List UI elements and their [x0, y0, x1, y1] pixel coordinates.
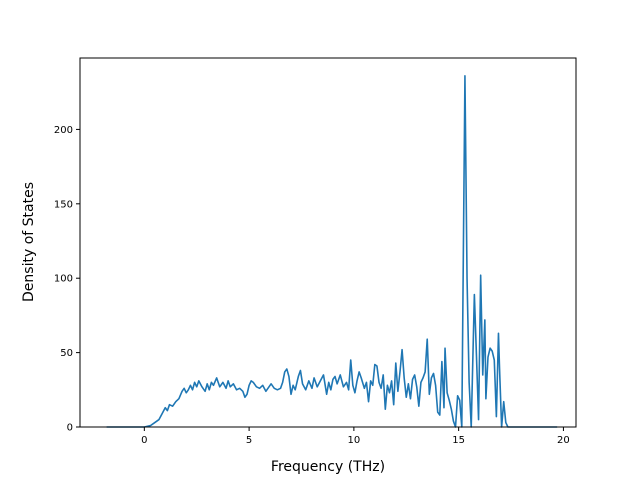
y-tick-label: 200	[54, 125, 73, 136]
y-tick-label: 150	[54, 199, 73, 210]
x-tick-label: 0	[141, 435, 147, 446]
plot-area	[106, 75, 558, 428]
y-tick-label: 100	[54, 274, 73, 285]
x-tick-label: 20	[557, 435, 570, 446]
y-axis-label: Density of States	[21, 182, 37, 302]
y-tick-label: 0	[67, 423, 73, 434]
x-tick-label: 15	[452, 435, 465, 446]
x-axis-label: Frequency (THz)	[271, 459, 385, 475]
x-tick-label: 5	[246, 435, 252, 446]
axes-frame	[79, 57, 577, 428]
y-tick-label: 50	[60, 348, 73, 359]
x-tick-label: 10	[348, 435, 361, 446]
dos-series-line	[106, 75, 558, 428]
